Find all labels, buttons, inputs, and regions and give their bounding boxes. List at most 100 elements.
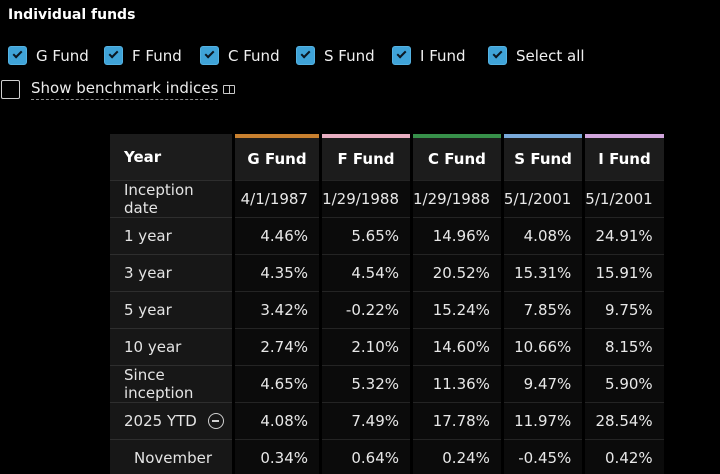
table-row-inception-date: Inception date 4/1/1987 1/29/1988 1/29/1988… — [110, 180, 664, 217]
column-header-s-fund: S Fund — [503, 134, 583, 180]
checkbox-checked-icon[interactable] — [392, 46, 411, 65]
benchmark-checkbox[interactable]: Show benchmark indices — [1, 79, 236, 100]
column-header-c-fund: C Fund — [413, 134, 501, 180]
value-cell: 7.49% — [322, 402, 410, 439]
table-row-2025-ytd: 2025 YTD 4.08% 7.49% 17.78% 11.97% 28.54% — [110, 402, 664, 439]
checkbox-i-fund[interactable]: I Fund — [392, 46, 488, 65]
column-header-g-fund: G Fund — [235, 134, 319, 180]
table-row-november: November 0.34% 0.64% 0.24% -0.45% 0.42% — [110, 439, 664, 474]
value-cell: 11.36% — [413, 365, 501, 402]
value-cell: 14.96% — [413, 217, 501, 254]
table-row-1-year: 1 year 4.46% 5.65% 14.96% 4.08% 24.91% — [110, 217, 664, 254]
checkbox-select-all[interactable]: Select all — [488, 46, 585, 65]
value-cell: -0.22% — [322, 291, 410, 328]
fund-color-bar — [413, 134, 501, 138]
value-cell: 15.24% — [413, 291, 501, 328]
table-row-5-year: 5 year 3.42% -0.22% 15.24% 7.85% 9.75% — [110, 291, 664, 328]
row-label-3-year: 3 year — [110, 254, 232, 291]
value-cell: 5.90% — [585, 365, 664, 402]
value-cell: 5/1/2001 — [585, 180, 664, 217]
value-cell: 0.34% — [235, 439, 319, 474]
row-label-2025-ytd: 2025 YTD — [110, 402, 232, 439]
benchmark-label[interactable]: Show benchmark indices — [31, 79, 219, 100]
row-label-november: November — [110, 439, 232, 474]
value-cell: 2.10% — [322, 328, 410, 365]
checkbox-c-fund[interactable]: C Fund — [200, 46, 296, 65]
row-label-text: Since inception — [124, 366, 194, 402]
value-cell: 3.42% — [235, 291, 319, 328]
fund-performance-table: Year G Fund F Fund C Fund S Fund I Fund Incep… — [107, 134, 667, 474]
checkbox-label-i-fund: I Fund — [420, 46, 466, 65]
value-cell: 0.42% — [585, 439, 664, 474]
value-cell: 4.65% — [235, 365, 319, 402]
table-row-10-year: 10 year 2.74% 2.10% 14.60% 10.66% 8.15% — [110, 328, 664, 365]
value-cell: 5.32% — [322, 365, 410, 402]
value-cell: 4.08% — [235, 402, 319, 439]
checkbox-f-fund[interactable]: F Fund — [104, 46, 200, 65]
value-cell: 4.46% — [235, 217, 319, 254]
book-icon[interactable] — [223, 85, 236, 94]
row-label-10-year: 10 year — [110, 328, 232, 365]
value-cell: 24.91% — [585, 217, 664, 254]
value-cell: 9.47% — [503, 365, 583, 402]
row-label-text: 5 year — [124, 301, 172, 319]
checkbox-checked-icon[interactable] — [296, 46, 315, 65]
value-cell: 0.24% — [413, 439, 501, 474]
column-header-i-fund: I Fund — [585, 134, 664, 180]
checkbox-checked-icon[interactable] — [200, 46, 219, 65]
column-header-f-fund: F Fund — [322, 134, 410, 180]
value-cell: 4.08% — [503, 217, 583, 254]
checkbox-label-select-all: Select all — [516, 46, 585, 65]
value-cell: 5.65% — [322, 217, 410, 254]
checkbox-label-f-fund: F Fund — [132, 46, 182, 65]
checkbox-checked-icon[interactable] — [8, 46, 27, 65]
value-cell: 20.52% — [413, 254, 501, 291]
value-cell: 9.75% — [585, 291, 664, 328]
row-label-text: Inception date — [124, 181, 194, 217]
fund-color-bar — [503, 134, 583, 138]
value-cell: 4.54% — [322, 254, 410, 291]
value-cell: 7.85% — [503, 291, 583, 328]
value-cell: 5/1/2001 — [503, 180, 583, 217]
value-cell: 14.60% — [413, 328, 501, 365]
value-cell: 15.31% — [503, 254, 583, 291]
value-cell: 4/1/1987 — [235, 180, 319, 217]
checkbox-checked-icon[interactable] — [488, 46, 507, 65]
row-label-text: November — [134, 449, 213, 467]
row-label-text: 1 year — [124, 227, 172, 245]
table-header-row: Year G Fund F Fund C Fund S Fund I Fund — [110, 134, 664, 180]
value-cell: 28.54% — [585, 402, 664, 439]
value-cell: 1/29/1988 — [413, 180, 501, 217]
fund-color-bar — [235, 134, 319, 138]
checkbox-label-g-fund: G Fund — [36, 46, 89, 65]
checkbox-unchecked-icon[interactable] — [1, 80, 20, 99]
row-label-text: 3 year — [124, 264, 172, 282]
row-label-text: 2025 YTD — [124, 412, 197, 430]
value-cell: 17.78% — [413, 402, 501, 439]
row-label-since-inception: Since inception — [110, 365, 232, 402]
checkbox-checked-icon[interactable] — [104, 46, 123, 65]
value-cell: 4.35% — [235, 254, 319, 291]
page-title: Individual funds — [8, 7, 136, 23]
row-label-text: 10 year — [124, 338, 182, 356]
table-body: Inception date 4/1/1987 1/29/1988 1/29/1988… — [110, 180, 664, 474]
value-cell: 2.74% — [235, 328, 319, 365]
fund-color-bar — [585, 134, 664, 138]
value-cell: 15.91% — [585, 254, 664, 291]
checkbox-s-fund[interactable]: S Fund — [296, 46, 392, 65]
checkbox-label-s-fund: S Fund — [324, 46, 375, 65]
row-label-1-year: 1 year — [110, 217, 232, 254]
table-row-3-year: 3 year 4.35% 4.54% 20.52% 15.31% 15.91% — [110, 254, 664, 291]
value-cell: 10.66% — [503, 328, 583, 365]
value-cell: 0.64% — [322, 439, 410, 474]
checkbox-g-fund[interactable]: G Fund — [8, 46, 104, 65]
value-cell: 8.15% — [585, 328, 664, 365]
column-header-year: Year — [110, 134, 232, 180]
minus-circle-icon[interactable] — [207, 413, 224, 429]
fund-checkbox-row: G Fund F Fund C Fund S Fund I Fund Selec… — [8, 46, 585, 65]
value-cell: 1/29/1988 — [322, 180, 410, 217]
fund-color-bar — [322, 134, 410, 138]
table-row-since-inception: Since inception 4.65% 5.32% 11.36% 9.47% 5.90… — [110, 365, 664, 402]
row-label-inception-date: Inception date — [110, 180, 232, 217]
